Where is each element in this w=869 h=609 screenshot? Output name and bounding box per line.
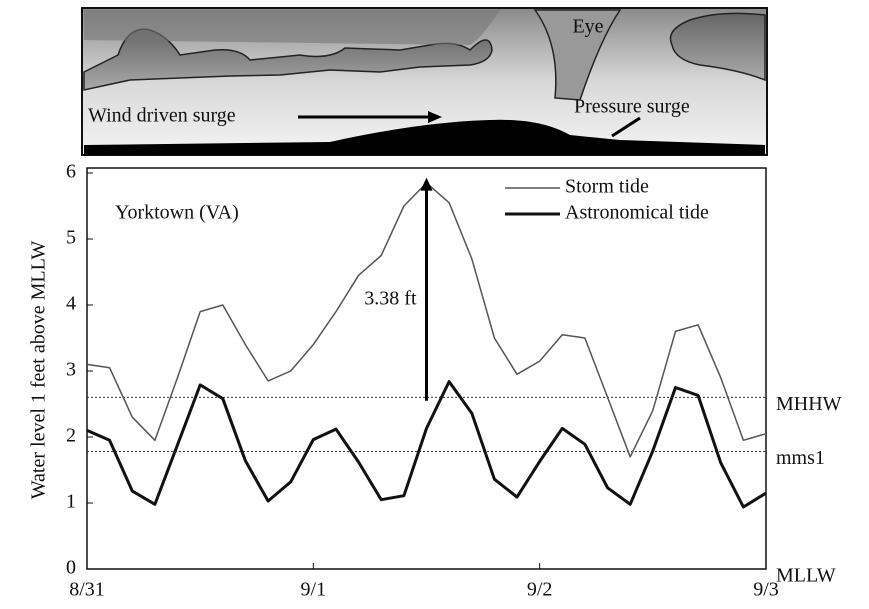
- y-tick-label: 0: [66, 557, 76, 579]
- y-tick-label: 5: [66, 227, 76, 249]
- y-axis-label: Water level 1 feet above MLLW: [28, 241, 50, 500]
- eye-label: Eye: [572, 16, 603, 38]
- y-tick-label: 2: [66, 425, 76, 447]
- y-tick-label: 1: [66, 491, 76, 513]
- reference-label: MHHW: [776, 393, 842, 415]
- y-tick-label: 4: [66, 293, 76, 315]
- y-tick-label: 6: [66, 161, 76, 183]
- legend-label: Astronomical tide: [565, 202, 709, 224]
- legend-label: Storm tide: [565, 176, 649, 198]
- storm-diagram: Eye Wind driven surge Pressure surge: [81, 7, 768, 156]
- plot-frame: [86, 167, 767, 570]
- station-label: Yorktown (VA): [115, 202, 239, 224]
- x-tick-label: 9/2: [527, 579, 553, 601]
- reference-label: mms1: [776, 447, 825, 469]
- x-tick-label: 9/1: [301, 579, 327, 601]
- y-tick-label: 3: [66, 359, 76, 381]
- x-tick-label: 9/3: [753, 579, 779, 601]
- annotation-arrowhead: [420, 177, 433, 191]
- pressure-surge-label: Pressure surge: [574, 96, 690, 118]
- reference-label: MLLW: [776, 565, 836, 587]
- wind-surge-label: Wind driven surge: [88, 105, 236, 127]
- annotation-label: 3.38 ft: [364, 288, 417, 310]
- x-tick-label: 8/31: [69, 579, 105, 601]
- series-line: [86, 380, 767, 509]
